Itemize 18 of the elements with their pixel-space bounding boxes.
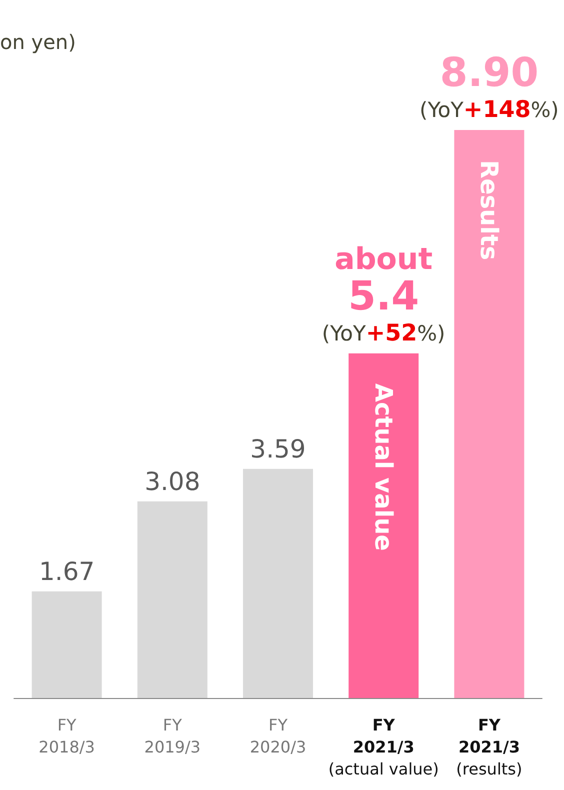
data-label: 3.59 [250,434,306,464]
x-tick-label: FY 2019/3 [144,716,201,756]
bar [137,501,208,698]
bar [243,468,313,698]
bar [454,130,524,698]
x-tick-label: FY 2021/3 (results) [456,716,522,778]
y-axis-title: on yen) [0,30,76,54]
data-label: 3.08 [144,466,200,496]
bar [348,353,419,698]
x-tick-label: FY 2021/3 (actual value) [328,716,439,778]
data-label: about 5.4 (YoY+52%) [322,242,446,346]
x-tick-label: FY 2018/3 [38,716,95,756]
x-tick-label: FY 2020/3 [250,716,306,756]
data-label: 1.67 [38,556,95,586]
bar [32,591,102,698]
annotation: Results [475,160,504,260]
annotation: Actual value [370,383,398,551]
data-label: 8.90 (YoY+148%) [420,50,559,123]
